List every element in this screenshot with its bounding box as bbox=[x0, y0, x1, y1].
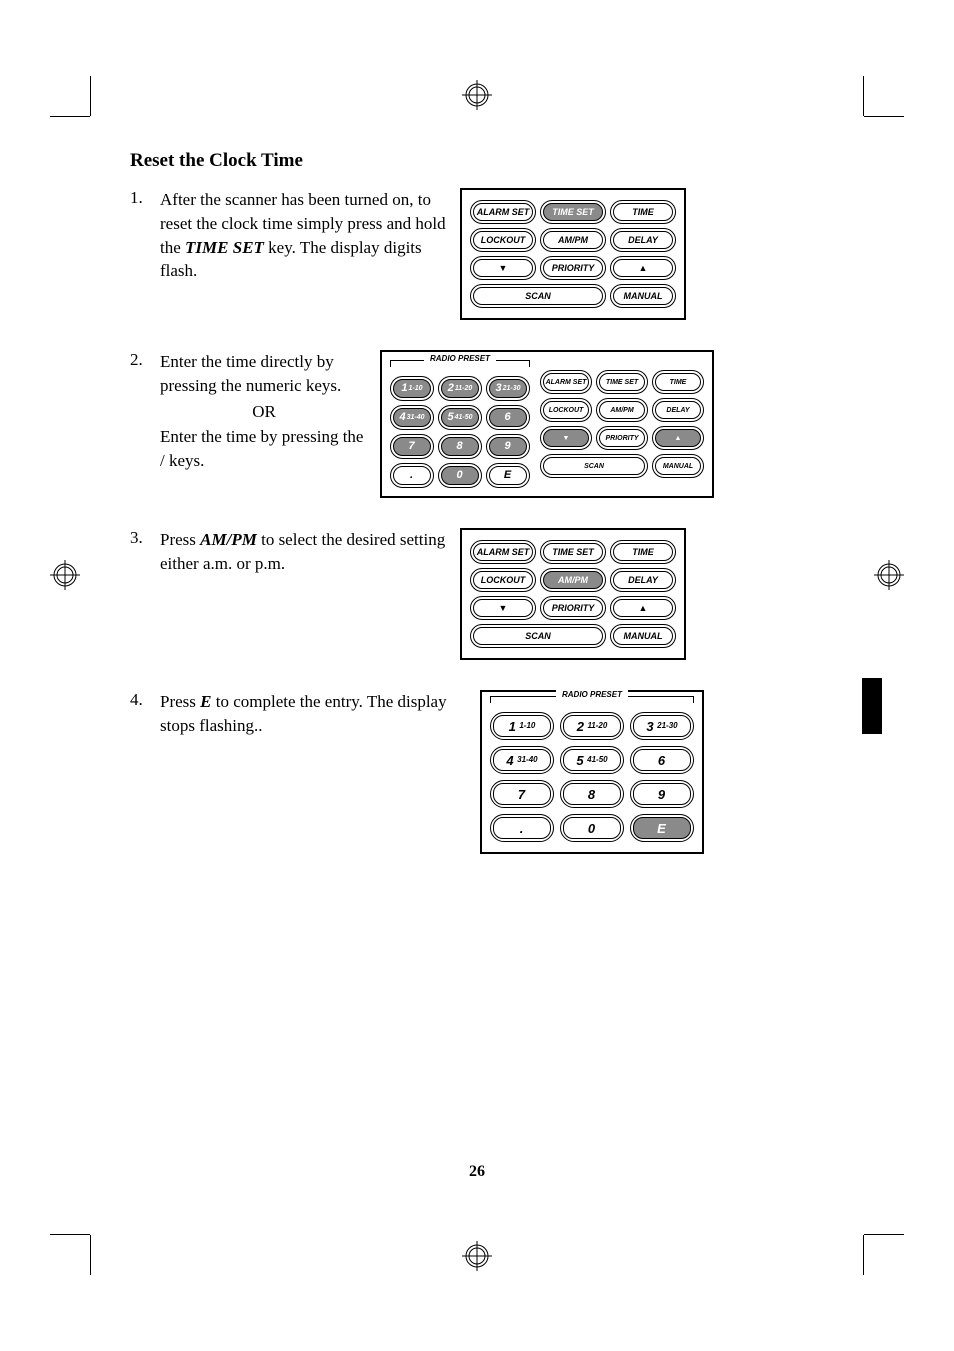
btn-manual: MANUAL bbox=[610, 624, 676, 648]
btn-delay: DELAY bbox=[610, 228, 676, 252]
key-5: 541-50 bbox=[438, 405, 482, 430]
crop-mark bbox=[863, 1235, 864, 1275]
key-ref: E bbox=[200, 692, 211, 711]
key-1: 1 1-10 bbox=[490, 712, 554, 740]
btn-lockout: LOCKOUT bbox=[470, 228, 536, 252]
btn-ampm: AM/PM bbox=[540, 228, 606, 252]
page-number: 26 bbox=[469, 1163, 485, 1181]
btn-time-set: TIME SET bbox=[540, 540, 606, 564]
key-1: 11-10 bbox=[390, 376, 434, 401]
register-mark bbox=[462, 80, 492, 110]
key-8: 8 bbox=[560, 780, 624, 808]
key-e: E bbox=[630, 814, 694, 842]
step-text: Press E to complete the entry. The displ… bbox=[160, 690, 480, 738]
btn-ampm: AM/PM bbox=[596, 398, 648, 422]
btn-manual: MANUAL bbox=[652, 454, 704, 478]
btn-priority: PRIORITY bbox=[540, 256, 606, 280]
key-3: 321-30 bbox=[486, 376, 530, 401]
btn-scan: SCAN bbox=[540, 454, 648, 478]
preset-label: RADIO PRESET bbox=[390, 360, 530, 370]
step-text: After the scanner has been turned on, to… bbox=[160, 188, 460, 283]
btn-alarm-set: ALARM SET bbox=[470, 540, 536, 564]
step-2: 2. Enter the time directly by pressing t… bbox=[130, 350, 824, 498]
section-heading: Reset the Clock Time bbox=[130, 150, 824, 172]
step-3: 3. Press AM/PM to select the desired set… bbox=[130, 528, 824, 660]
btn-time: TIME bbox=[610, 540, 676, 564]
key-dot: . bbox=[390, 463, 434, 488]
key-ref: AM/PM bbox=[200, 530, 257, 549]
key-ref: TIME SET bbox=[185, 238, 264, 257]
btn-delay: DELAY bbox=[652, 398, 704, 422]
register-mark bbox=[50, 560, 80, 590]
key-8: 8 bbox=[438, 434, 482, 459]
step-number: 3. bbox=[130, 528, 160, 548]
register-mark bbox=[874, 560, 904, 590]
page-tab bbox=[862, 678, 882, 734]
step-number: 2. bbox=[130, 350, 160, 370]
crop-mark bbox=[90, 1235, 91, 1275]
key-9: 9 bbox=[630, 780, 694, 808]
key-7: 7 bbox=[390, 434, 434, 459]
key-2: 211-20 bbox=[438, 376, 482, 401]
figure-step2: RADIO PRESET 11-10 211-20 321-30 431-40 … bbox=[380, 350, 714, 498]
step-number: 4. bbox=[130, 690, 160, 710]
step-4: 4. Press E to complete the entry. The di… bbox=[130, 690, 824, 854]
btn-priority: PRIORITY bbox=[540, 596, 606, 620]
or-text: OR bbox=[160, 400, 368, 424]
step-text: Press AM/PM to select the desired settin… bbox=[160, 528, 460, 576]
btn-time: TIME bbox=[610, 200, 676, 224]
figure-step3: ALARM SET TIME SET TIME LOCKOUT AM/PM DE… bbox=[460, 528, 686, 660]
crop-mark bbox=[863, 76, 864, 116]
btn-time: TIME bbox=[652, 370, 704, 394]
step-1: 1. After the scanner has been turned on,… bbox=[130, 188, 824, 320]
text: Press bbox=[160, 530, 200, 549]
btn-up: ▲ bbox=[610, 256, 676, 280]
crop-mark bbox=[50, 1234, 90, 1235]
key-6: 6 bbox=[630, 746, 694, 774]
btn-down: ▼ bbox=[470, 596, 536, 620]
crop-mark bbox=[864, 116, 904, 117]
key-e: E bbox=[486, 463, 530, 488]
key-dot: . bbox=[490, 814, 554, 842]
key-7: 7 bbox=[490, 780, 554, 808]
btn-alarm-set: ALARM SET bbox=[540, 370, 592, 394]
preset-label: RADIO PRESET bbox=[490, 696, 694, 706]
btn-manual: MANUAL bbox=[610, 284, 676, 308]
key-0: 0 bbox=[438, 463, 482, 488]
text: Press bbox=[160, 692, 200, 711]
btn-ampm: AM/PM bbox=[540, 568, 606, 592]
crop-mark bbox=[864, 1234, 904, 1235]
key-9: 9 bbox=[486, 434, 530, 459]
btn-lockout: LOCKOUT bbox=[470, 568, 536, 592]
figure-step4: RADIO PRESET 1 1-10 2 11-20 3 21-30 4 31… bbox=[480, 690, 704, 854]
key-4: 4 31-40 bbox=[490, 746, 554, 774]
btn-down: ▼ bbox=[540, 426, 592, 450]
step-number: 1. bbox=[130, 188, 160, 208]
key-6: 6 bbox=[486, 405, 530, 430]
btn-up: ▲ bbox=[610, 596, 676, 620]
figure-step1: ALARM SET TIME SET TIME LOCKOUT AM/PM DE… bbox=[460, 188, 686, 320]
btn-delay: DELAY bbox=[610, 568, 676, 592]
btn-time-set: TIME SET bbox=[596, 370, 648, 394]
key-0: 0 bbox=[560, 814, 624, 842]
btn-scan: SCAN bbox=[470, 624, 606, 648]
step-text: Enter the time directly by pressing the … bbox=[160, 350, 380, 473]
btn-alarm-set: ALARM SET bbox=[470, 200, 536, 224]
btn-time-set: TIME SET bbox=[540, 200, 606, 224]
key-3: 3 21-30 bbox=[630, 712, 694, 740]
btn-down: ▼ bbox=[470, 256, 536, 280]
key-5: 5 41-50 bbox=[560, 746, 624, 774]
register-mark bbox=[462, 1241, 492, 1271]
crop-mark bbox=[50, 116, 90, 117]
btn-scan: SCAN bbox=[470, 284, 606, 308]
btn-lockout: LOCKOUT bbox=[540, 398, 592, 422]
crop-mark bbox=[90, 76, 91, 116]
text: Enter the time by pressing the / keys. bbox=[160, 427, 363, 470]
key-4: 431-40 bbox=[390, 405, 434, 430]
btn-up: ▲ bbox=[652, 426, 704, 450]
text: Enter the time directly by pressing the … bbox=[160, 352, 341, 395]
btn-priority: PRIORITY bbox=[596, 426, 648, 450]
page-content: Reset the Clock Time 1. After the scanne… bbox=[0, 0, 954, 854]
key-2: 2 11-20 bbox=[560, 712, 624, 740]
